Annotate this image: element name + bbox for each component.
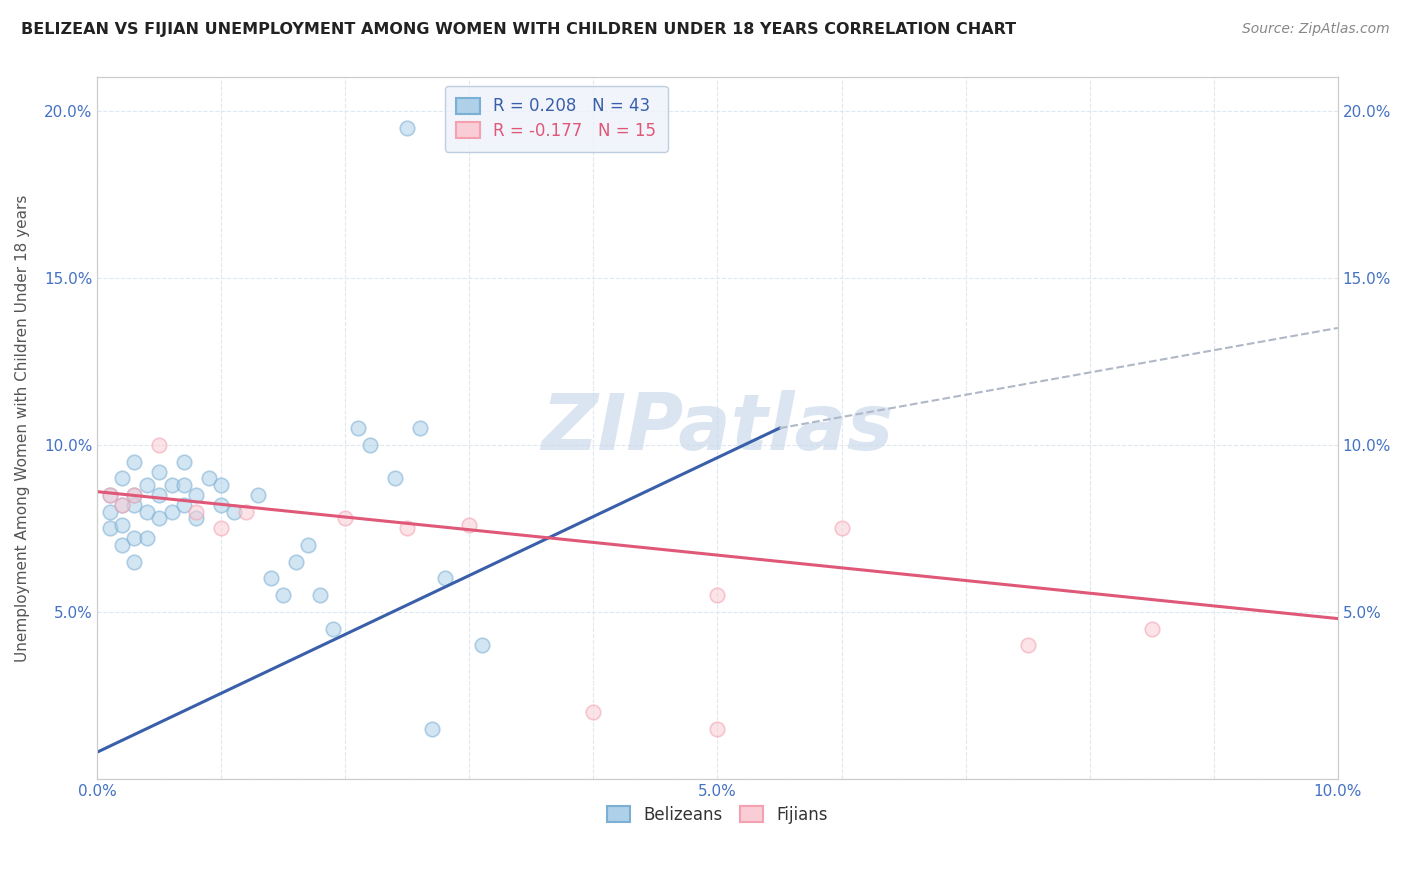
Point [222, 505, 245, 519]
Point [135, 532, 157, 546]
Point [409, 421, 432, 435]
Point [186, 511, 208, 525]
Point [148, 511, 170, 525]
Point [209, 478, 232, 492]
Point [160, 505, 183, 519]
Legend: Belizeans, Fijians: Belizeans, Fijians [598, 796, 838, 834]
Text: ZIPatlas: ZIPatlas [541, 390, 894, 467]
Point [396, 120, 419, 135]
Text: Source: ZipAtlas.com: Source: ZipAtlas.com [1241, 22, 1389, 37]
Point [706, 722, 728, 736]
Point [209, 498, 232, 512]
Point [346, 421, 368, 435]
Point [173, 454, 195, 468]
Point [359, 438, 381, 452]
Point [111, 498, 134, 512]
Point [148, 488, 170, 502]
Point [458, 518, 481, 533]
Point [124, 555, 146, 569]
Point [433, 572, 456, 586]
Point [284, 555, 307, 569]
Point [98, 505, 121, 519]
Point [235, 505, 257, 519]
Point [111, 471, 134, 485]
Point [98, 488, 121, 502]
Point [209, 521, 232, 535]
Point [247, 488, 270, 502]
Y-axis label: Unemployment Among Women with Children Under 18 years: Unemployment Among Women with Children U… [15, 194, 30, 662]
Point [420, 722, 443, 736]
Point [309, 588, 332, 602]
Point [297, 538, 319, 552]
Point [271, 588, 294, 602]
Point [197, 471, 219, 485]
Point [98, 521, 121, 535]
Point [1140, 622, 1163, 636]
Point [135, 505, 157, 519]
Point [111, 498, 134, 512]
Point [148, 465, 170, 479]
Point [160, 478, 183, 492]
Point [831, 521, 853, 535]
Point [186, 505, 208, 519]
Point [322, 622, 344, 636]
Point [260, 572, 283, 586]
Point [124, 488, 146, 502]
Point [1017, 638, 1039, 652]
Point [124, 498, 146, 512]
Point [124, 454, 146, 468]
Point [335, 511, 357, 525]
Point [111, 538, 134, 552]
Point [111, 518, 134, 533]
Point [706, 588, 728, 602]
Point [124, 488, 146, 502]
Point [384, 471, 406, 485]
Point [582, 705, 605, 719]
Point [135, 478, 157, 492]
Point [124, 532, 146, 546]
Point [471, 638, 494, 652]
Point [98, 488, 121, 502]
Point [396, 521, 419, 535]
Text: BELIZEAN VS FIJIAN UNEMPLOYMENT AMONG WOMEN WITH CHILDREN UNDER 18 YEARS CORRELA: BELIZEAN VS FIJIAN UNEMPLOYMENT AMONG WO… [21, 22, 1017, 37]
Point [173, 498, 195, 512]
Point [173, 478, 195, 492]
Point [148, 438, 170, 452]
Point [186, 488, 208, 502]
